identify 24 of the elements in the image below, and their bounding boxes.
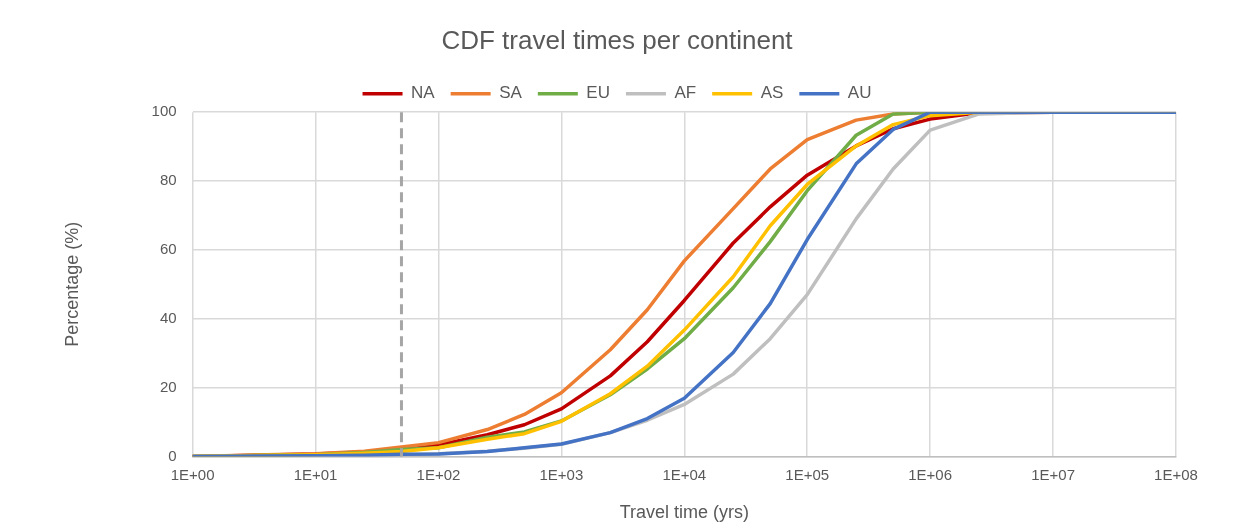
- chart-title: CDF travel times per continent: [441, 24, 794, 55]
- y-axis-title: Percentage (%): [61, 221, 82, 347]
- y-tick-label: 80: [159, 171, 177, 189]
- x-tick-label: 1E+04: [662, 465, 707, 483]
- y-tick-label: 0: [168, 446, 177, 464]
- y-tick-label: 20: [159, 377, 177, 395]
- x-tick-label: 1E+00: [170, 465, 215, 483]
- x-tick-label: 1E+02: [416, 465, 461, 483]
- x-tick-label: 1E+06: [908, 465, 953, 483]
- legend-label: SA: [499, 83, 523, 103]
- x-tick-label: 1E+01: [293, 465, 338, 483]
- legend-label: NA: [411, 83, 436, 103]
- x-axis-title: Travel time (yrs): [619, 502, 749, 523]
- y-tick-label: 100: [151, 102, 177, 120]
- x-tick-label: 1E+05: [785, 465, 830, 483]
- x-tick-label: 1E+07: [1031, 465, 1075, 483]
- x-tick-label: 1E+03: [539, 465, 584, 483]
- legend-label: AF: [674, 83, 697, 103]
- legend-label: EU: [586, 83, 610, 103]
- x-tick-label: 1E+08: [1154, 465, 1198, 483]
- legend-label: AU: [847, 83, 872, 103]
- y-tick-label: 40: [159, 308, 177, 326]
- y-tick-label: 60: [159, 240, 177, 258]
- legend-label: AS: [760, 83, 784, 103]
